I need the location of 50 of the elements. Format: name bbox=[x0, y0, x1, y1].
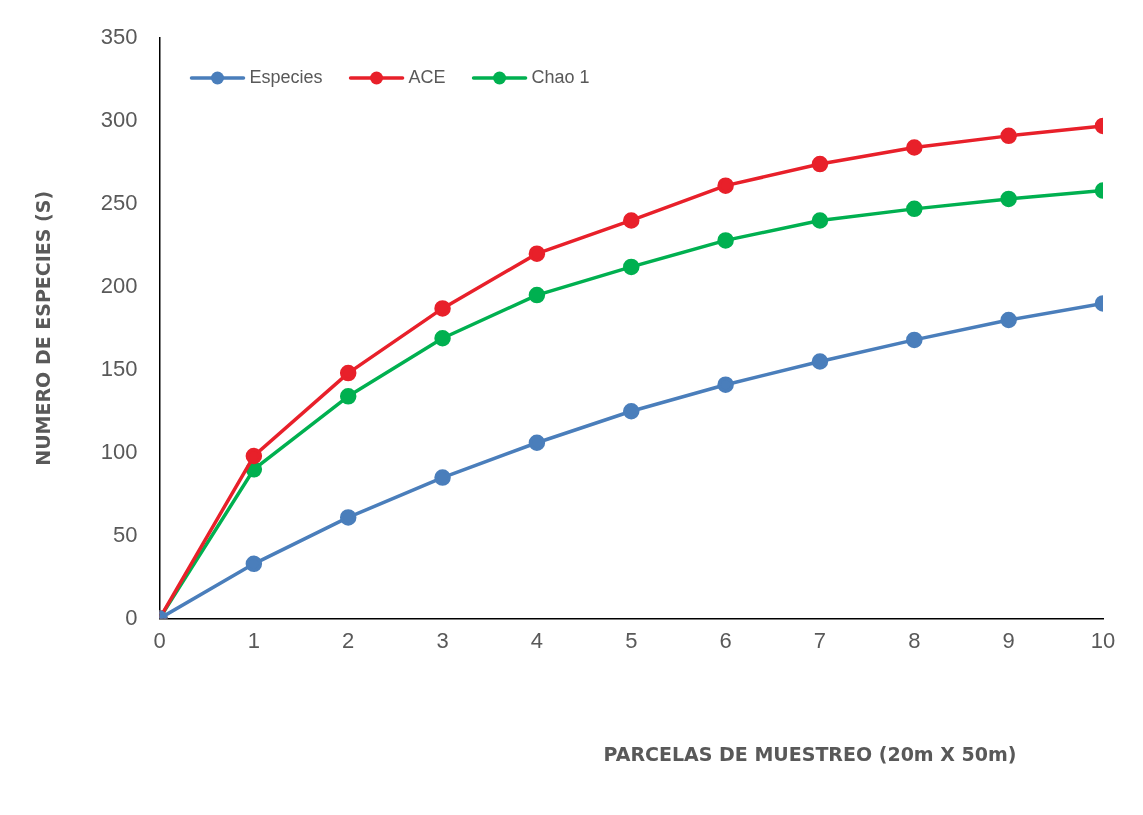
point bbox=[434, 330, 451, 347]
point bbox=[717, 376, 734, 393]
x-axis-title: PARCELAS DE MUESTREO (20m X 50m) bbox=[602, 743, 1018, 765]
point bbox=[1000, 190, 1017, 208]
x-tick-label: 9 bbox=[1002, 627, 1015, 653]
y-tick-label: 350 bbox=[100, 24, 138, 50]
point bbox=[245, 447, 263, 465]
x-tick-label: 8 bbox=[908, 627, 921, 653]
point bbox=[811, 155, 829, 173]
x-tick-label: 7 bbox=[813, 627, 827, 653]
point bbox=[528, 434, 546, 452]
point bbox=[717, 232, 734, 249]
point bbox=[623, 258, 640, 276]
point bbox=[811, 353, 829, 370]
y-tick-label: 0 bbox=[125, 604, 138, 630]
point bbox=[245, 555, 263, 573]
point bbox=[623, 402, 640, 420]
point bbox=[623, 212, 640, 229]
x-tick-label: 0 bbox=[153, 627, 166, 653]
x-tick-label: 4 bbox=[530, 627, 544, 653]
point bbox=[339, 388, 357, 405]
y-tick-label: 300 bbox=[100, 107, 138, 133]
x-tick-label: 2 bbox=[342, 627, 355, 653]
point bbox=[434, 469, 451, 486]
point bbox=[528, 286, 546, 304]
point bbox=[906, 200, 923, 218]
point bbox=[339, 509, 357, 526]
point bbox=[906, 331, 923, 349]
x-tick-label: 10 bbox=[1090, 627, 1116, 653]
y-tick-label: 150 bbox=[100, 355, 138, 381]
y-tick-label: 250 bbox=[100, 189, 138, 215]
legend-label: Especies bbox=[249, 66, 323, 87]
point bbox=[717, 177, 734, 194]
point bbox=[434, 300, 451, 317]
point bbox=[811, 212, 829, 229]
point bbox=[1000, 311, 1017, 329]
legend-label: Chao 1 bbox=[531, 66, 590, 87]
y-tick-label: 200 bbox=[100, 272, 138, 298]
x-tick-label: 5 bbox=[625, 627, 638, 653]
y-tick-label: 50 bbox=[113, 521, 138, 547]
point bbox=[528, 245, 546, 262]
point bbox=[906, 139, 923, 156]
x-tick-label: 3 bbox=[436, 627, 449, 653]
x-tick-label: 1 bbox=[247, 627, 260, 653]
point bbox=[1000, 127, 1017, 145]
x-tick-label: 6 bbox=[719, 627, 732, 653]
y-tick-label: 100 bbox=[100, 438, 138, 464]
point bbox=[339, 364, 357, 382]
y-axis-title: NUMERO DE ESPECIES (S) bbox=[32, 190, 55, 466]
legend-label: ACE bbox=[408, 66, 446, 87]
